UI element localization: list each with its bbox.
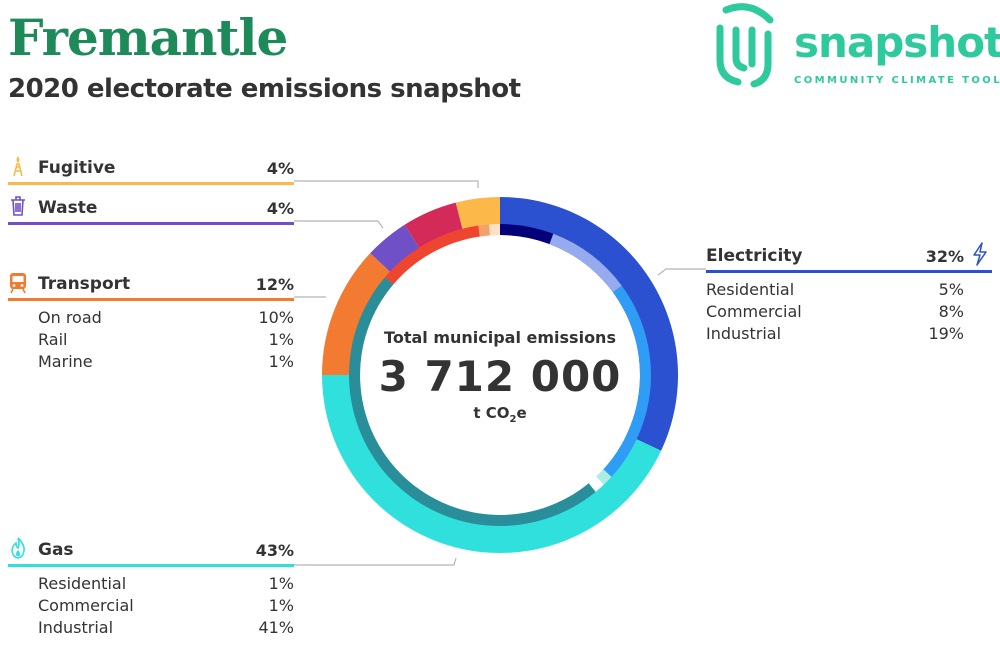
sector-underline — [8, 564, 294, 567]
sector-percent: 4% — [266, 199, 294, 218]
sub-percent: 1% — [268, 330, 294, 349]
unit-prefix: t CO — [473, 404, 510, 422]
flame-icon — [11, 537, 25, 559]
snapshot-logo: snapshot COMMUNITY CLIMATE TOOL — [712, 0, 1000, 92]
trash-bin-icon — [11, 196, 25, 216]
page-title: Fremantle — [8, 8, 288, 67]
slice-gas-residential — [596, 469, 612, 485]
slice-transport-on-road — [384, 225, 480, 285]
unit-suffix: e — [516, 404, 527, 422]
train-icon — [10, 273, 26, 294]
sector-gas: Gas 43% Residential 1% Commercial 1% Indus… — [8, 537, 294, 639]
sector-electricity: Electricity 32% Residential 5% Commercial… — [706, 242, 992, 345]
slice-transport — [322, 253, 398, 375]
lightning-icon — [973, 242, 987, 266]
sector-waste: Waste 4% — [8, 196, 294, 225]
sub-row: Marine 1% — [8, 351, 294, 373]
sub-row: Industrial 41% — [8, 617, 294, 639]
sub-row: Rail 1% — [8, 329, 294, 351]
sector-underline — [8, 298, 294, 301]
slice-electricity-residential — [500, 224, 554, 245]
sector-name: Fugitive — [38, 158, 116, 178]
leader-waste — [294, 220, 384, 229]
sub-name: Residential — [38, 574, 127, 593]
sub-name: On road — [38, 308, 102, 327]
sector-underline — [8, 222, 294, 225]
leader-electricity — [657, 268, 706, 276]
slice-gas-commercial — [588, 476, 604, 492]
leader-lines — [294, 180, 706, 566]
slice-electricity — [500, 197, 678, 451]
sub-row: Commercial 1% — [8, 595, 294, 617]
sector-name: Waste — [38, 198, 98, 218]
slice-electricity-industrial — [603, 285, 651, 477]
slice-gas-industrial — [348, 277, 596, 527]
sub-row: Residential 1% — [8, 573, 294, 595]
inner-ring — [348, 224, 651, 527]
sub-name: Marine — [38, 352, 93, 371]
sub-percent: 1% — [268, 574, 294, 593]
sector-percent: 4% — [266, 159, 294, 178]
sector-percent: 32% — [925, 247, 964, 266]
sub-percent: 19% — [928, 324, 964, 343]
slice-gas — [322, 375, 662, 553]
slice-electricity-commercial — [549, 233, 622, 293]
sub-row: On road 10% — [8, 307, 294, 329]
sub-row: Industrial 19% — [706, 323, 992, 345]
sector-name: Transport — [38, 274, 131, 294]
sub-percent: 41% — [258, 618, 294, 637]
total-emissions-value: 3 712 000 — [378, 352, 622, 401]
gas-flare-icon — [13, 156, 23, 177]
center-label: Total municipal emissions — [384, 328, 616, 347]
fingerprint-logo-icon — [716, 3, 774, 88]
sub-name: Industrial — [706, 324, 782, 343]
unit-subscript: 2 — [509, 414, 517, 425]
sub-percent: 1% — [268, 352, 294, 371]
leader-fugitive — [294, 180, 479, 188]
sub-percent: 1% — [268, 596, 294, 615]
sector-percent: 12% — [255, 275, 294, 294]
sub-name: Rail — [38, 330, 68, 349]
sub-row: Residential 5% — [706, 279, 992, 301]
sub-percent: 10% — [258, 308, 294, 327]
sector-name: Gas — [38, 540, 74, 560]
sector-percent: 43% — [255, 541, 294, 560]
sub-percent: 5% — [938, 280, 964, 299]
sector-fugitive: Fugitive 4% — [8, 156, 294, 185]
sector-underline — [706, 270, 992, 273]
page-subtitle: 2020 electorate emissions snapshot — [8, 74, 521, 104]
sub-name: Industrial — [38, 618, 114, 637]
slice-transport-rail — [478, 224, 490, 237]
emissions-unit: t CO2e — [370, 404, 630, 425]
logo-tagline: COMMUNITY CLIMATE TOOL — [794, 75, 1000, 86]
sub-name: Commercial — [706, 302, 802, 321]
sub-name: Residential — [706, 280, 795, 299]
sector-underline — [8, 182, 294, 185]
sub-row: Commercial 8% — [706, 301, 992, 323]
sector-name: Electricity — [706, 246, 803, 266]
sub-name: Commercial — [38, 596, 134, 615]
sector-transport: Transport 12% On road 10% Rail 1% Marine 1% — [8, 272, 294, 373]
slice-transport-marine — [489, 224, 500, 236]
logo-wordmark: snapshot — [794, 18, 1000, 67]
leader-gas — [294, 557, 457, 566]
sub-percent: 8% — [938, 302, 964, 321]
